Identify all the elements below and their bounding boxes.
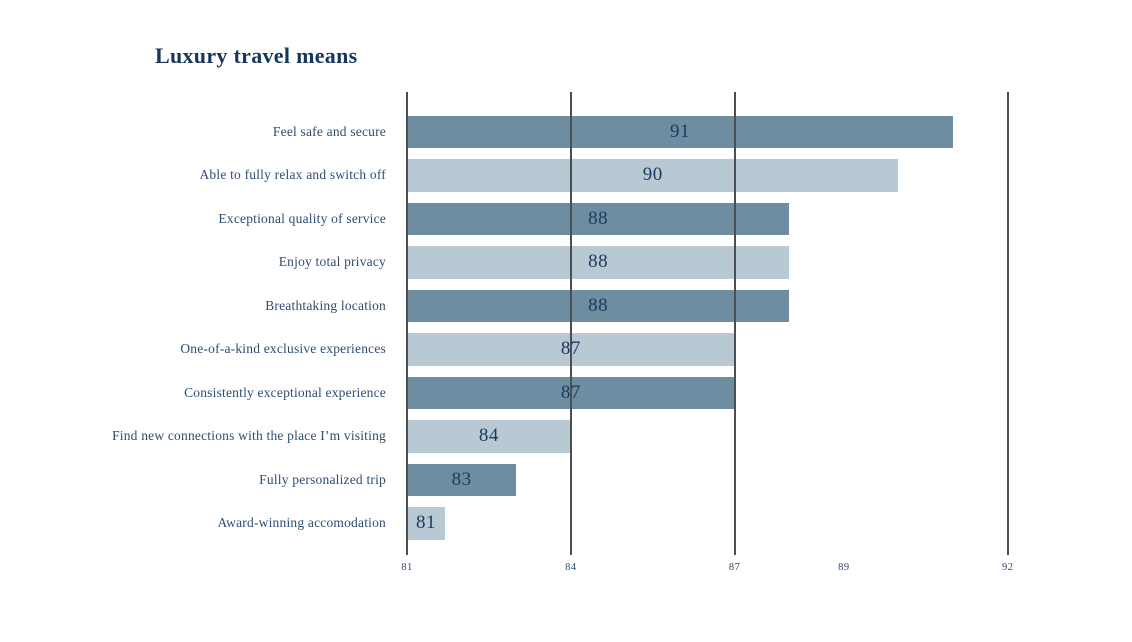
bar-track: 84 (407, 415, 1035, 459)
bar: 87 (407, 376, 735, 409)
bar: 88 (407, 289, 790, 322)
bar-track: 91 (407, 110, 1035, 154)
category-label: Award-winning accomodation (217, 515, 386, 531)
bar-chart: Feel safe and secure Able to fully relax … (85, 92, 1132, 555)
bar-value-label: 84 (478, 425, 499, 447)
x-axis-tick: 84 (565, 562, 577, 573)
bar-value-label: 88 (588, 294, 609, 316)
x-axis-tick: 81 (401, 562, 413, 573)
bar-track: 83 (407, 458, 1035, 502)
bar-track: 88 (407, 241, 1035, 285)
category-label: Able to fully relax and switch off (199, 167, 386, 183)
category-label: Enjoy total privacy (278, 254, 386, 270)
category-label: Exceptional quality of service (218, 210, 386, 226)
category-label: Consistently exceptional experience (184, 384, 386, 400)
category-labels-column: Feel safe and secure Able to fully relax … (85, 92, 407, 555)
bar: 81 (407, 507, 445, 540)
bar-value-label: 87 (560, 338, 581, 360)
bar-value-label: 81 (416, 512, 436, 534)
x-axis-tick: 87 (728, 562, 741, 573)
bar: 83 (407, 463, 517, 496)
category-label: Feel safe and secure (272, 123, 386, 139)
bar: 87 (407, 333, 735, 366)
bar-track: 90 (407, 154, 1035, 198)
category-label: One-of-a-kind exclusive experiences (180, 341, 386, 357)
bar: 90 (407, 159, 899, 192)
plot-area: 91 90 88 88 88 87 87 84 83 81 (406, 92, 1035, 555)
bar-value-label: 91 (670, 120, 691, 142)
bar: 88 (407, 202, 790, 235)
x-axis-tick-labels: 81 84 87 89 92 (401, 562, 1035, 584)
bar-value-label: 88 (588, 251, 609, 273)
bar: 91 (407, 115, 954, 148)
bar-value-label: 90 (642, 164, 663, 186)
bar-value-label: 87 (560, 381, 581, 403)
bar-track: 88 (407, 284, 1035, 328)
bar-value-label: 88 (588, 207, 609, 229)
chart-title: Luxury travel means (155, 43, 358, 68)
bar-track: 87 (407, 328, 1035, 372)
x-axis-tick: 92 (1001, 562, 1014, 573)
bar: 84 (407, 420, 571, 453)
bar-track: 81 (407, 502, 1035, 546)
bar: 88 (407, 246, 790, 279)
bar-rows: 91 90 88 88 88 87 87 84 83 81 (407, 110, 1035, 545)
x-axis-tick: 89 (838, 562, 850, 573)
category-label: Find new connections with the place I’m … (112, 428, 386, 444)
category-label: Breathtaking location (265, 297, 386, 313)
bar-track: 88 (407, 197, 1035, 241)
bar-value-label: 83 (451, 468, 472, 490)
bar-track: 87 (407, 371, 1035, 415)
category-label: Fully personalized trip (259, 471, 386, 487)
